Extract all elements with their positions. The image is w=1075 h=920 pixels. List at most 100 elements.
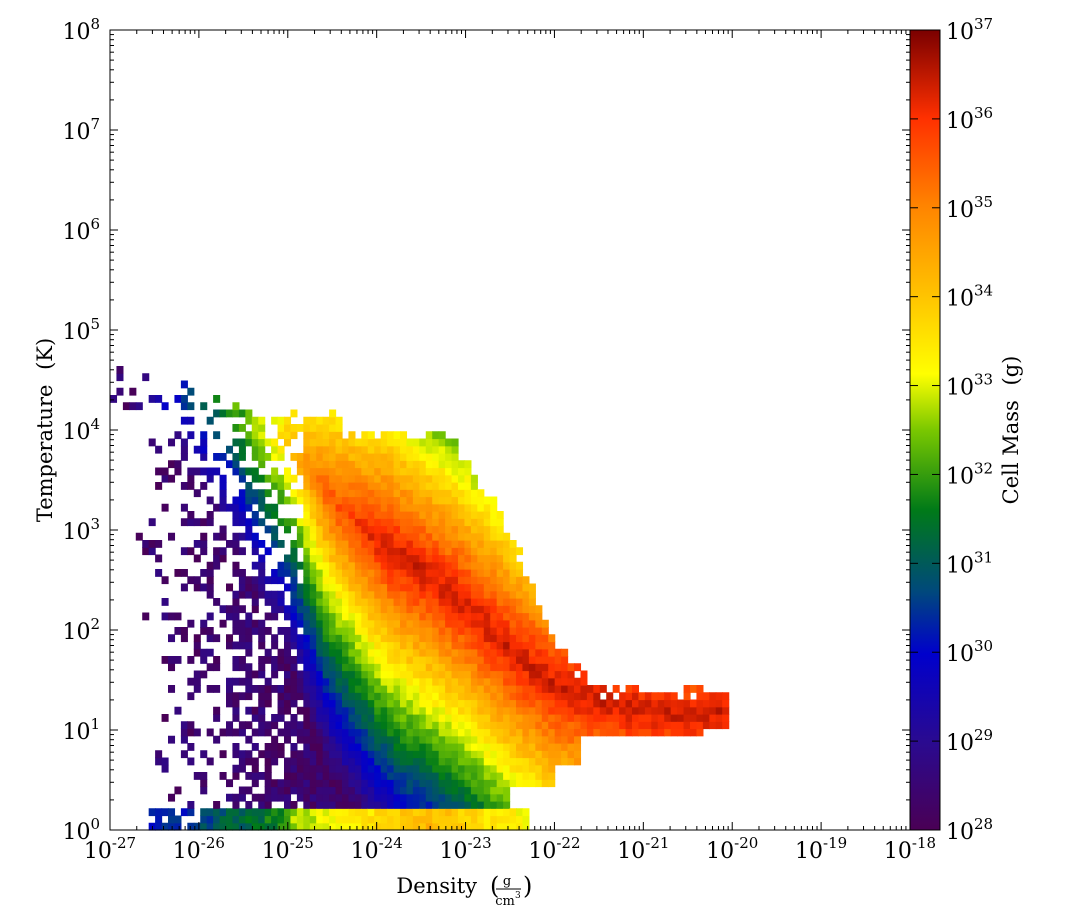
heatmap-cell: [528, 605, 536, 614]
heatmap-cell: [483, 670, 491, 679]
heatmap-cell: [264, 598, 272, 606]
heatmap-cell: [412, 750, 420, 759]
heatmap-cell: [490, 656, 498, 664]
heatmap-cell: [599, 721, 607, 730]
heatmap-cell: [206, 511, 214, 519]
heatmap-cell: [580, 685, 588, 693]
heatmap-cell: [477, 518, 485, 527]
heatmap-cell: [664, 728, 672, 737]
heatmap-cell: [574, 757, 582, 766]
heatmap-cell: [522, 641, 530, 650]
heatmap-cell: [496, 750, 504, 759]
heatmap-cell: [367, 576, 375, 585]
heatmap-cell: [516, 750, 524, 759]
heatmap-cell: [374, 786, 382, 795]
heatmap-cell: [316, 648, 324, 657]
heatmap-cell: [438, 685, 446, 693]
heatmap-cell: [361, 685, 369, 693]
heatmap-cell: [296, 612, 304, 621]
heatmap-cell: [393, 699, 401, 708]
heatmap-cell: [522, 735, 530, 744]
heatmap-cell: [354, 721, 362, 730]
heatmap-cell: [380, 569, 388, 577]
heatmap-cell: [251, 511, 259, 519]
heatmap-cell: [200, 518, 208, 527]
heatmap-cell: [387, 750, 395, 759]
heatmap-cell: [425, 590, 433, 599]
heatmap-cell: [451, 779, 459, 788]
heatmap-cell: [470, 496, 478, 505]
heatmap-cell: [335, 576, 343, 585]
heatmap-cell: [303, 569, 311, 577]
x-axis-label: Density ( g cm 3 ): [396, 872, 532, 909]
heatmap-cell: [419, 547, 427, 556]
heatmap-cell: [451, 721, 459, 730]
heatmap-cell: [284, 648, 292, 657]
heatmap-cell: [438, 692, 446, 701]
heatmap-cell: [387, 815, 395, 824]
heatmap-cell: [309, 598, 317, 606]
heatmap-cell: [316, 619, 324, 628]
heatmap-cell: [425, 518, 433, 527]
heatmap-cell: [284, 772, 292, 780]
heatmap-cell: [335, 786, 343, 795]
heatmap-cell: [296, 540, 304, 548]
heatmap-cell: [554, 750, 562, 759]
heatmap-cell: [348, 808, 356, 817]
heatmap-cell: [464, 728, 472, 737]
heatmap-cell: [419, 699, 427, 708]
heatmap-cell: [496, 511, 504, 519]
heatmap-cell: [232, 598, 240, 606]
heatmap-cell: [316, 569, 324, 577]
heatmap-cell: [432, 728, 440, 737]
heatmap-cell: [483, 706, 491, 715]
heatmap-cell: [264, 627, 272, 635]
heatmap-cell: [496, 714, 504, 722]
heatmap-cell: [374, 598, 382, 606]
heatmap-cell: [284, 496, 292, 505]
heatmap-cell: [490, 772, 498, 780]
heatmap-cell: [342, 808, 350, 817]
heatmap-cell: [232, 503, 240, 512]
heatmap-cell: [432, 735, 440, 744]
heatmap-cell: [258, 503, 266, 512]
heatmap-cell: [200, 779, 208, 788]
heatmap-cell: [374, 547, 382, 556]
heatmap-cell: [432, 786, 440, 795]
heatmap-cell: [309, 445, 317, 454]
heatmap-cell: [316, 561, 324, 570]
heatmap-cell: [309, 656, 317, 664]
heatmap-cell: [535, 779, 543, 788]
heatmap-cell: [238, 511, 246, 519]
heatmap-cell: [374, 627, 382, 635]
heatmap-cell: [496, 699, 504, 708]
heatmap-cell: [155, 815, 163, 824]
heatmap-cell: [213, 554, 221, 563]
heatmap-cell: [561, 685, 569, 693]
heatmap-cell: [329, 605, 337, 614]
heatmap-cell: [406, 822, 414, 831]
heatmap-cell: [193, 677, 201, 686]
heatmap-cell: [303, 634, 311, 643]
heatmap-cell: [342, 677, 350, 686]
heatmap-cell: [374, 532, 382, 541]
heatmap-cell: [367, 474, 375, 483]
heatmap-cell: [251, 532, 259, 541]
heatmap-cell: [226, 612, 234, 621]
heatmap-cell: [516, 714, 524, 722]
heatmap-cell: [238, 503, 246, 512]
heatmap-cell: [187, 482, 195, 490]
heatmap-cell: [232, 764, 240, 773]
heatmap-cell: [232, 453, 240, 461]
heatmap-cell: [361, 511, 369, 519]
heatmap-cell: [387, 793, 395, 802]
heatmap-cell: [451, 518, 459, 527]
heatmap-cell: [219, 605, 227, 614]
heatmap-cell: [400, 431, 408, 440]
heatmap-cell: [528, 728, 536, 737]
heatmap-cell: [522, 808, 530, 817]
heatmap-cell: [387, 656, 395, 664]
heatmap-cell: [419, 598, 427, 606]
heatmap-cell: [606, 714, 614, 722]
heatmap-cell: [419, 706, 427, 715]
